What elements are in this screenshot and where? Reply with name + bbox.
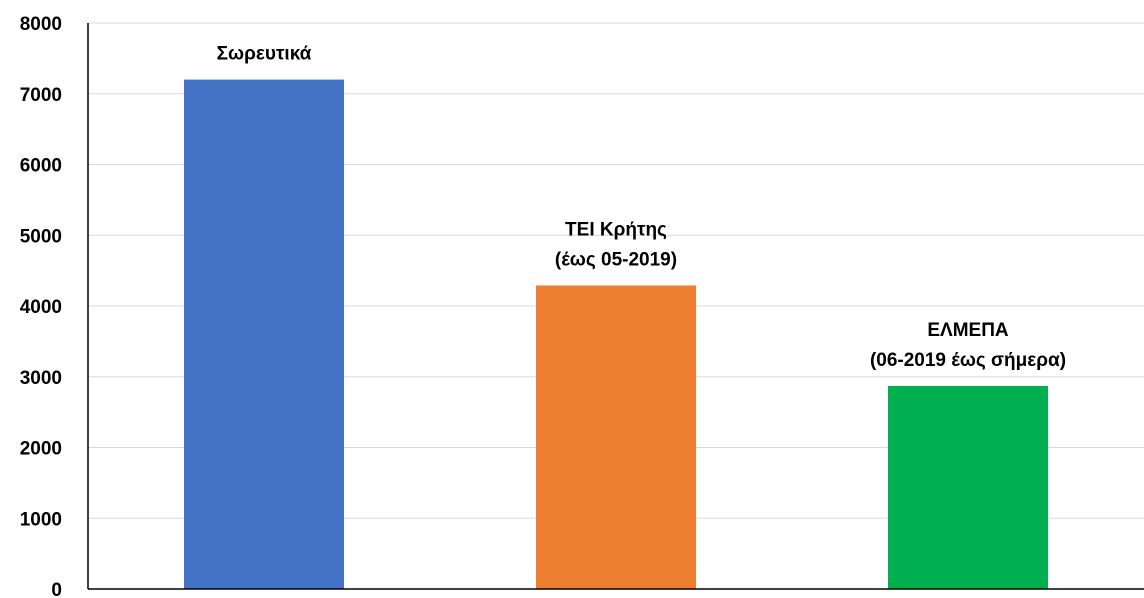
bar-category-label: ΤΕΙ Κρήτης (έως 05-2019) xyxy=(555,219,677,270)
y-tick-label: 1000 xyxy=(20,509,62,530)
bar-category-label: Σωρευτικά xyxy=(217,44,312,65)
y-tick-label: 2000 xyxy=(20,439,62,460)
bar-category-label-line: ΕΛΜΕΠΑ xyxy=(927,320,1009,341)
bar-data-labels: Σωρευτικά ΤΕΙ Κρήτης (έως 05-2019) ΕΛΜΕΠΑ (0… xyxy=(217,44,1066,371)
y-tick-label: 4000 xyxy=(20,297,62,318)
y-tick-label: 7000 xyxy=(20,85,62,106)
y-tick-label: 8000 xyxy=(20,14,62,35)
bar-category-label-line: (06-2019 έως σήμερα) xyxy=(870,350,1066,371)
bar-category-label-line: Σωρευτικά xyxy=(217,44,312,65)
bar xyxy=(536,285,696,589)
y-tick-label: 3000 xyxy=(20,368,62,389)
y-axis-tick-labels: 0 1000 2000 3000 4000 5000 6000 7000 8000 xyxy=(20,14,62,598)
bar-category-label-line: (έως 05-2019) xyxy=(555,249,677,270)
y-tick-label: 6000 xyxy=(20,156,62,177)
bar-category-label: ΕΛΜΕΠΑ (06-2019 έως σήμερα) xyxy=(870,320,1066,371)
y-tick-label: 5000 xyxy=(20,226,62,247)
bar xyxy=(888,385,1048,589)
bars xyxy=(184,79,1048,589)
bar xyxy=(184,79,344,589)
bar-category-label-line: ΤΕΙ Κρήτης xyxy=(565,219,667,240)
y-tick-label: 0 xyxy=(51,580,62,598)
